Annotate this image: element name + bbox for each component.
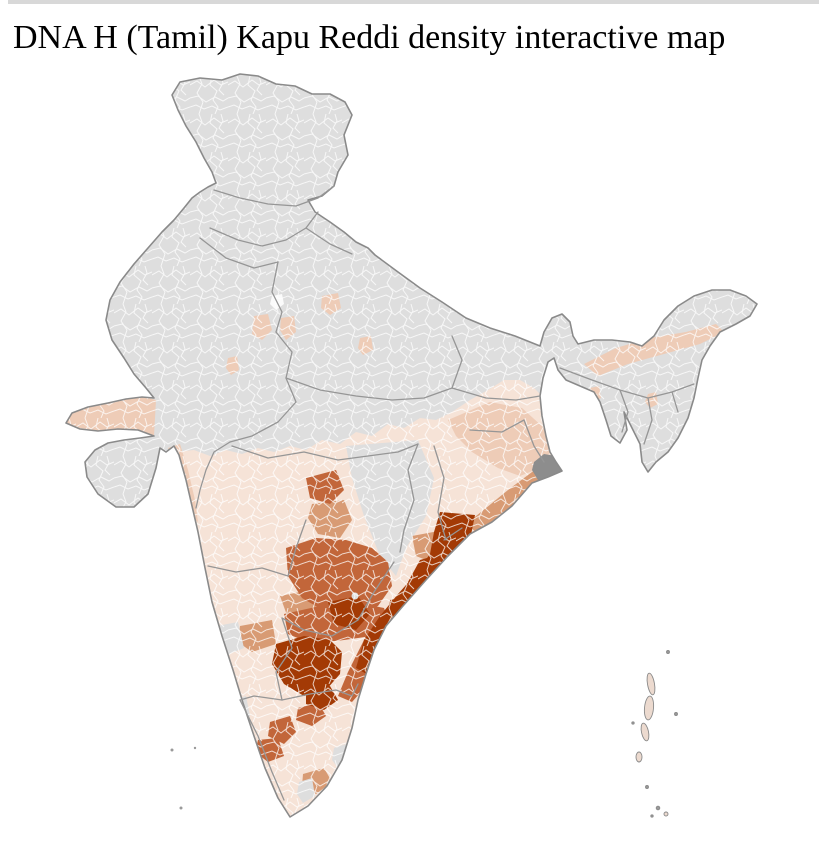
district-mesh-overlay — [66, 74, 757, 817]
region-kerala-speck2-no-data[interactable] — [248, 766, 264, 796]
lakshadweep-islets[interactable] — [170, 746, 197, 810]
top-divider-bar — [8, 0, 819, 4]
page-title: DNA H (Tamil) Kapu Reddi density interac… — [13, 19, 726, 56]
andaman-nicobar-islands[interactable] — [631, 650, 678, 818]
india-outline — [65, 73, 758, 818]
state-borders — [195, 185, 695, 801]
